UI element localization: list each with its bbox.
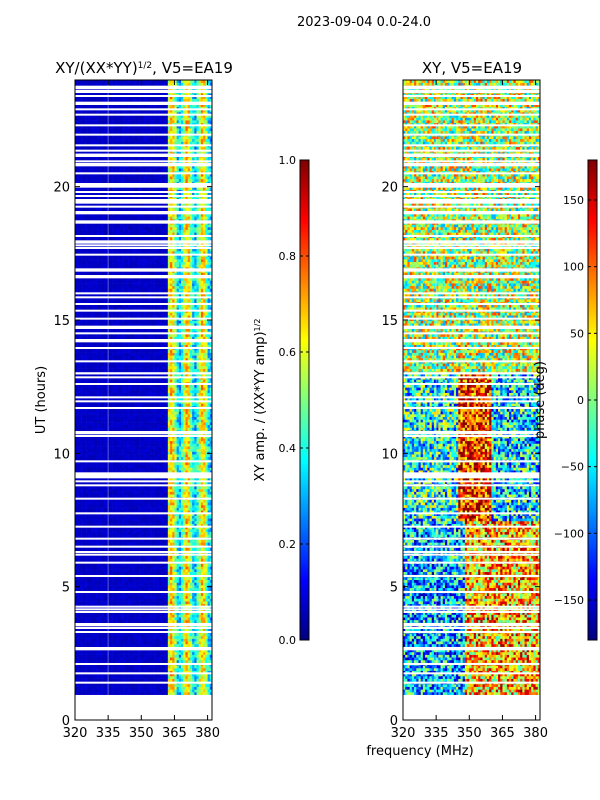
colorbar-tick-label: 100: [563, 261, 584, 274]
colorbar-tick-label: −50: [561, 461, 584, 474]
x-tick-label: 380: [523, 726, 548, 741]
colorbar-tick-label: −150: [554, 594, 584, 607]
colorbar-tick-label: 50: [570, 327, 584, 340]
amplitude-colorbar: [299, 159, 310, 641]
colorbar-tick-label: 0.6: [279, 346, 297, 359]
colorbar-tick-label: −100: [554, 527, 584, 540]
y-tick-label: 5: [62, 581, 70, 596]
y-tick-label: 20: [381, 181, 398, 196]
y-tick-label: 0: [62, 714, 70, 729]
colorbar-tick-label: 0.8: [279, 250, 297, 263]
y-tick-label: 15: [53, 314, 70, 329]
suptitle: 2023-09-04 0.0-24.0: [297, 15, 431, 30]
y-tick-label: 10: [53, 447, 70, 462]
x-tick-label: 365: [162, 726, 187, 741]
colorbar-tick-label: 0.4: [279, 442, 297, 455]
y-tick-label: 20: [53, 181, 70, 196]
x-tick-label: 350: [129, 726, 154, 741]
x-tick-label: 380: [195, 726, 220, 741]
y-tick-label: 15: [381, 314, 398, 329]
x-tick-label: 335: [96, 726, 121, 741]
x-tick-label: 335: [424, 726, 449, 741]
panel2-title: XY, V5=EA19: [422, 59, 522, 77]
x-tick-label: 350: [457, 726, 482, 741]
colorbar-tick-label: 1.0: [279, 154, 297, 167]
y-tick-label: 0: [390, 714, 398, 729]
colorbar2-label: phase (deg): [533, 361, 548, 439]
colorbar1-label: XY amp. / (XX*YY amp)1/2: [253, 319, 269, 482]
x-tick-label: 365: [490, 726, 515, 741]
y-tick-label: 5: [390, 581, 398, 596]
x-tick-label: 320: [391, 726, 416, 741]
x-tick-label: 320: [63, 726, 88, 741]
colorbar-tick-label: 0.2: [279, 538, 297, 551]
phase-heatmap: [402, 79, 541, 721]
colorbar-tick-label: 150: [563, 194, 584, 207]
y-axis-label: UT (hours): [34, 366, 49, 434]
colorbar-tick-label: 0: [577, 394, 584, 407]
y-tick-label: 10: [381, 447, 398, 462]
amplitude-heatmap: [74, 79, 213, 721]
x-axis-label: frequency (MHz): [366, 744, 473, 759]
panel1-title: XY/(XX*YY)1/2, V5=EA19: [55, 59, 233, 77]
colorbar-tick-label: 0.0: [279, 634, 297, 647]
